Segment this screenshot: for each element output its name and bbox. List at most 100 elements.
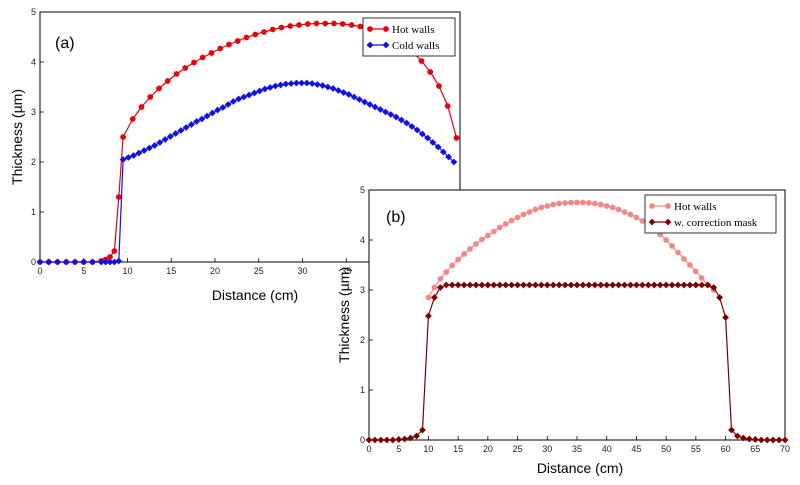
chart-a-x-tick-label: 20 xyxy=(210,266,220,276)
chart-a-data-point xyxy=(193,118,201,125)
chart-b-data-point xyxy=(662,281,670,289)
chart-a-data-point xyxy=(120,134,127,140)
chart-a-data-point xyxy=(252,31,259,38)
chart-b-data-point xyxy=(615,206,622,213)
chart-b-data-point xyxy=(377,436,385,444)
chart-a-data-point xyxy=(303,79,311,87)
chart-b-data-point xyxy=(413,432,420,440)
chart-b-data-point xyxy=(627,281,634,289)
chart-b-x-tick-label: 65 xyxy=(750,444,760,454)
chart-b-data-point xyxy=(740,434,747,442)
chart-b-data-point xyxy=(650,281,658,289)
chart-b-data-point xyxy=(728,426,735,434)
chart-a-data-point xyxy=(278,24,285,31)
chart-b-data-point xyxy=(745,435,753,443)
chart-a-data-point xyxy=(271,82,279,90)
chart-a-data-point xyxy=(173,71,180,77)
chart-b-data-point xyxy=(555,281,563,289)
chart-b-data-point xyxy=(751,436,759,443)
chart-b-data-point xyxy=(502,221,509,227)
chart-b-data-point xyxy=(686,281,694,289)
chart-a-data-point xyxy=(208,50,215,56)
chart-b-x-tick-label: 15 xyxy=(453,444,463,454)
chart-a-data-point xyxy=(36,258,44,266)
chart-a-data-point xyxy=(156,85,162,92)
chart-b-data-point xyxy=(668,281,676,289)
chart-a-x-tick-label: 5 xyxy=(81,266,86,276)
chart-a-data-point xyxy=(429,139,437,146)
chart-a-data-point xyxy=(161,136,169,143)
chart-b-data-point xyxy=(502,281,510,289)
chart-a-data-point xyxy=(177,127,185,134)
chart-b-data-point xyxy=(609,204,616,211)
chart-b-data-point xyxy=(591,200,598,207)
chart-b-data-point xyxy=(508,281,516,289)
chart-a-data-point xyxy=(45,258,53,266)
chart-a-data-point xyxy=(187,121,195,128)
chart-a-data-point xyxy=(282,80,290,88)
chart-b-data-point xyxy=(490,281,498,289)
chart-a-series-line xyxy=(40,82,455,263)
chart-b-y-tick-label: 0 xyxy=(360,435,365,445)
chart-a-legend-marker xyxy=(367,26,373,32)
chart-a-data-point xyxy=(427,69,434,75)
chart-b-data-point xyxy=(371,436,379,444)
chart-b-data-point xyxy=(407,434,414,442)
chart-b-data-point xyxy=(562,200,569,206)
chart-a-x-axis-label: Distance (cm) xyxy=(212,287,298,303)
chart-a-data-point xyxy=(97,258,105,266)
chart-a-data-point xyxy=(403,119,411,127)
chart-b-data-point xyxy=(675,249,681,256)
chart-b-data-point xyxy=(496,224,503,231)
chart-b-data-point xyxy=(455,256,462,263)
chart-a-data-point xyxy=(298,79,306,87)
chart-a-data-point xyxy=(357,23,364,30)
chart-b-data-point xyxy=(663,237,670,243)
chart-b-data-point xyxy=(597,201,604,208)
chart-a-data-point xyxy=(71,258,79,266)
chart-a-data-point xyxy=(191,59,197,66)
chart-a-data-point xyxy=(296,22,302,28)
chart-a-data-point xyxy=(450,158,458,166)
chart-b-data-point xyxy=(633,281,640,289)
chart-a-data-point xyxy=(182,65,189,71)
chart-a-data-point xyxy=(392,113,400,121)
chart-a-data-point xyxy=(287,80,295,87)
chart-b-series-2 xyxy=(365,281,789,444)
chart-b-data-point xyxy=(537,281,545,289)
chart-b-data-point xyxy=(496,281,504,289)
chart-a-data-point xyxy=(198,115,206,123)
chart-b-data-point xyxy=(704,281,712,289)
chart-a-data-point xyxy=(250,89,258,97)
chart-b-data-point xyxy=(633,214,640,221)
chart-b-data-point xyxy=(389,436,397,444)
chart-b-data-point xyxy=(466,281,474,289)
chart-a-data-point xyxy=(140,147,148,154)
chart-a-data-point xyxy=(331,20,337,27)
chart-b-data-point xyxy=(365,436,373,444)
chart-a-data-point xyxy=(313,81,321,88)
chart-a-data-point xyxy=(319,82,327,89)
chart-b-data-point xyxy=(687,262,693,268)
chart-b-data-point xyxy=(734,432,741,440)
chart-b-data-point xyxy=(615,281,622,289)
chart-b-x-tick-label: 45 xyxy=(631,444,641,454)
chart-b-data-point xyxy=(479,236,485,243)
chart-b-data-point xyxy=(567,281,575,289)
chart-b-data-point xyxy=(442,281,450,289)
chart-b-data-point xyxy=(722,314,729,321)
chart-b-data-point xyxy=(644,281,652,289)
chart-a-data-point xyxy=(382,108,390,116)
chart-a-data-point xyxy=(445,153,453,161)
chart-b-legend-item: Hot walls xyxy=(649,201,716,213)
chart-b-data-point xyxy=(425,312,432,320)
chart-b-x-tick-label: 40 xyxy=(602,444,612,454)
chart-b-data-point xyxy=(425,294,432,301)
chart-b-data-point xyxy=(603,203,610,209)
chart-b-data-point xyxy=(532,206,539,213)
chart-a-data-point xyxy=(313,20,320,27)
chart-b-data-point xyxy=(514,214,521,221)
chart-b-data-point xyxy=(395,436,403,443)
chart-b-data-point xyxy=(580,199,586,206)
